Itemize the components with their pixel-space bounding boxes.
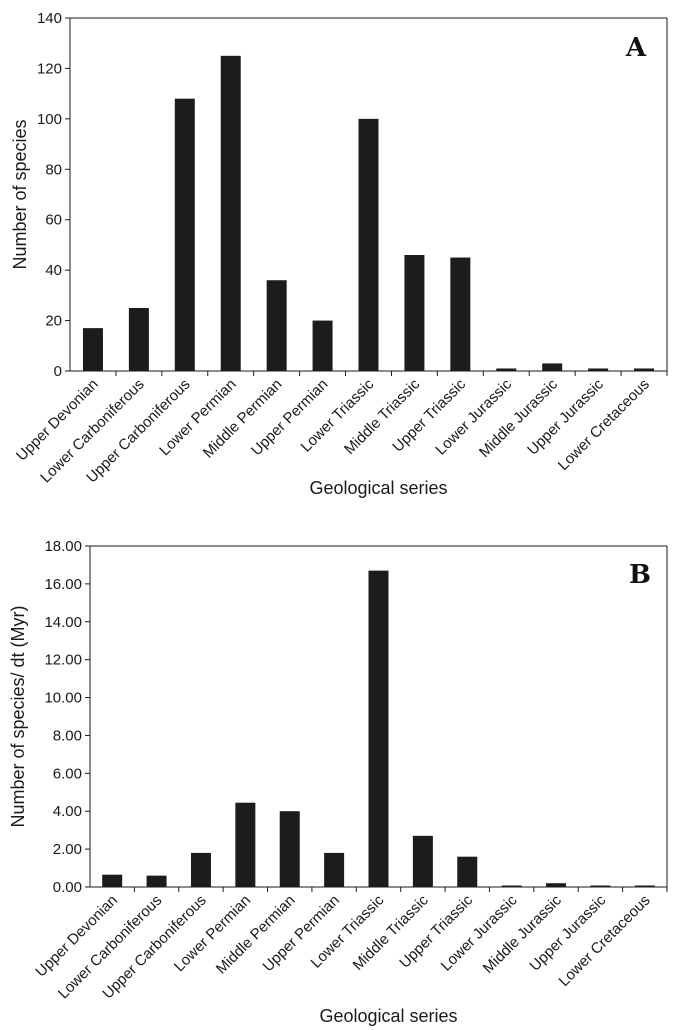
x-category-label: Middle Jurassic bbox=[476, 375, 561, 460]
bar-middle-triassic bbox=[412, 835, 433, 887]
bar-middle-permian bbox=[279, 811, 300, 887]
x-category-label: Middle Permian bbox=[213, 892, 299, 978]
bar-upper-devonian bbox=[102, 874, 123, 887]
y-tick-label: 20 bbox=[45, 313, 62, 330]
bar-middle-jurassic bbox=[546, 883, 567, 887]
x-category-label: Lower Jurassic bbox=[438, 891, 521, 974]
y-axis-title: Number of species bbox=[10, 119, 30, 269]
y-tick-label: 12.00 bbox=[44, 652, 82, 669]
y-tick-label: 14.00 bbox=[44, 614, 82, 631]
bar-upper-triassic bbox=[457, 856, 478, 887]
bar-upper-permian bbox=[312, 320, 333, 371]
x-category-label: Upper Devonian bbox=[13, 376, 102, 465]
y-tick-label: 4.00 bbox=[53, 803, 82, 820]
bar-lower-jurassic bbox=[501, 885, 522, 887]
bar-upper-jurassic bbox=[588, 368, 609, 371]
x-category-label: Upper Permian bbox=[260, 892, 343, 975]
bar-upper-carboniferous bbox=[190, 852, 211, 887]
bar-middle-jurassic bbox=[542, 363, 563, 371]
bar-lower-jurassic bbox=[496, 368, 517, 371]
bar-middle-permian bbox=[266, 280, 287, 371]
x-axis-title: Geological series bbox=[309, 478, 447, 498]
y-tick-label: 16.00 bbox=[44, 576, 82, 593]
y-tick-label: 100 bbox=[37, 111, 62, 128]
y-tick-label: 60 bbox=[45, 212, 62, 229]
bar-lower-permian bbox=[235, 802, 256, 887]
x-category-label: Upper Jurassic bbox=[526, 891, 609, 974]
y-tick-label: 10.00 bbox=[44, 690, 82, 707]
y-tick-label: 6.00 bbox=[53, 765, 82, 782]
bar-upper-triassic bbox=[450, 257, 471, 371]
y-tick-label: 120 bbox=[37, 60, 62, 77]
chart-panel-b: 0.00 2.00 4.00 6.00 8.00 10.00 12.00 14.00 16.00… bbox=[8, 538, 668, 1026]
bar-lower-triassic bbox=[368, 570, 389, 887]
y-tick-label: 80 bbox=[45, 161, 62, 178]
bar-upper-devonian bbox=[82, 328, 103, 371]
bar-upper-carboniferous bbox=[174, 98, 195, 371]
x-axis-title: Geological series bbox=[319, 1006, 457, 1026]
y-tick-label: 0 bbox=[54, 363, 62, 380]
y-tick-label: 18.00 bbox=[44, 538, 82, 555]
bar-upper-permian bbox=[324, 852, 345, 887]
y-axis-title: Number of species/ dt (Myr) bbox=[8, 605, 28, 827]
y-tick-label: 40 bbox=[45, 262, 62, 279]
bar-lower-cretaceous bbox=[634, 885, 655, 887]
y-tick-label: 2.00 bbox=[53, 841, 82, 858]
x-category-label: Middle Permian bbox=[200, 376, 286, 462]
bar-upper-jurassic bbox=[590, 885, 611, 887]
panel-label: A bbox=[625, 33, 647, 63]
y-tick-label: 140 bbox=[37, 10, 62, 27]
panel-label: B bbox=[629, 560, 651, 590]
x-category-label: Middle Jurassic bbox=[480, 891, 565, 976]
bar-lower-cretaceous bbox=[634, 368, 655, 371]
bar-lower-triassic bbox=[358, 118, 379, 371]
y-tick-label: 8.00 bbox=[53, 727, 82, 744]
y-tick-label: 0.00 bbox=[53, 879, 82, 896]
bar-lower-carboniferous bbox=[146, 875, 167, 887]
bar-lower-permian bbox=[220, 55, 241, 371]
x-category-label: Lower Permian bbox=[171, 892, 254, 975]
bar-lower-carboniferous bbox=[128, 307, 149, 371]
bar-middle-triassic bbox=[404, 255, 425, 371]
